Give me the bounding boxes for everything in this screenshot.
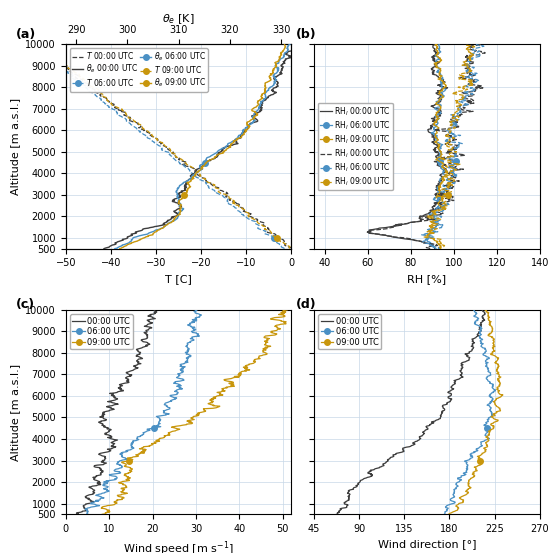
Y-axis label: Altitude [m a.s.l.]: Altitude [m a.s.l.] [10,98,20,195]
X-axis label: Wind speed [m s$^{-1}$]: Wind speed [m s$^{-1}$] [123,540,234,553]
Legend: 00:00 UTC, 06:00 UTC, 09:00 UTC: 00:00 UTC, 06:00 UTC, 09:00 UTC [318,314,381,349]
Legend: $T$ 00:00 UTC, $\theta_e$ 00:00 UTC, $T$ 06:00 UTC, $\theta_e$ 06:00 UTC, $T$ 09: $T$ 00:00 UTC, $\theta_e$ 00:00 UTC, $T$… [70,48,208,92]
Y-axis label: Altitude [m a.s.l.]: Altitude [m a.s.l.] [10,363,20,461]
Text: (b): (b) [296,28,317,41]
X-axis label: RH [%]: RH [%] [407,274,447,284]
Text: (c): (c) [16,298,35,311]
Legend: RH$_l$ 00:00 UTC, RH$_l$ 06:00 UTC, RH$_l$ 09:00 UTC, RH$_i$ 00:00 UTC, RH$_i$ 0: RH$_l$ 00:00 UTC, RH$_l$ 06:00 UTC, RH$_… [318,103,393,190]
X-axis label: $\theta_e$ [K]: $\theta_e$ [K] [162,12,195,25]
X-axis label: Wind direction [°]: Wind direction [°] [378,540,476,550]
Text: (d): (d) [296,298,317,311]
Text: (a): (a) [16,28,36,41]
Legend: 00:00 UTC, 06:00 UTC, 09:00 UTC: 00:00 UTC, 06:00 UTC, 09:00 UTC [70,314,133,349]
X-axis label: T [C]: T [C] [165,274,192,284]
